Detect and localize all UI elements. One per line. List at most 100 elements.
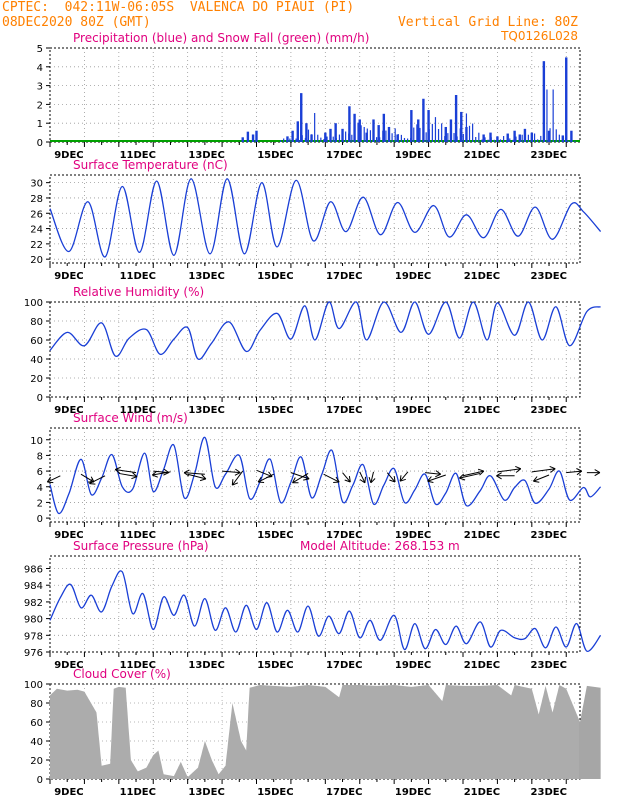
wind-vector-head (131, 472, 138, 480)
precip-bar (382, 113, 386, 142)
xtick-label-precip: 19DEC (395, 150, 431, 161)
precip-bar (456, 136, 458, 142)
precip-bar (441, 123, 443, 142)
xtick-label-cloud: 19DEC (395, 787, 431, 798)
wind-vector-head (183, 469, 190, 477)
wind-vector-head (399, 475, 406, 482)
ytick-label-wind: 0 (37, 514, 43, 525)
precip-bar (564, 137, 567, 142)
wind-vector (370, 471, 374, 483)
precip-bar (549, 128, 551, 142)
precip-bar (558, 134, 560, 142)
precip-bar (489, 132, 492, 142)
ytick-label-precip: 0 (37, 138, 43, 149)
precip-bar (481, 139, 483, 142)
precip-bar (334, 123, 337, 142)
wind-vector-head (257, 476, 265, 483)
precip-bar (496, 137, 499, 142)
panel-title-temp: Surface Temperature (nC) (73, 158, 228, 172)
precip-bar (314, 112, 316, 142)
precip-bar (351, 134, 353, 142)
xtick-label-cloud: 21DEC (464, 787, 500, 798)
precip-bar (246, 131, 250, 142)
panel-frame-wind (49, 427, 581, 523)
ytick-label-temp: 26 (30, 209, 43, 220)
xtick-label-wind: 9DEC (54, 530, 83, 541)
wind-vector-head (368, 476, 376, 484)
panel-title-precip: Precipitation (blue) and Snow Fall (gree… (73, 31, 369, 45)
xtick-label-pres: 19DEC (395, 660, 431, 671)
precip-bar (540, 135, 542, 142)
precip-bar (358, 119, 361, 142)
ytick-label-rh: 100 (24, 298, 43, 309)
precip-bar (335, 138, 337, 142)
panel-precip: Precipitation (blue) and Snow Fall (gree… (37, 31, 581, 161)
precip-bar (286, 136, 289, 142)
ytick-label-precip: 4 (37, 63, 43, 74)
precip-bar (472, 123, 474, 142)
precip-bar (385, 130, 387, 142)
precip-bar (291, 130, 294, 142)
wind-vector-head (389, 476, 396, 483)
wind-vector-head (359, 476, 366, 484)
wind-vector-head (477, 468, 485, 476)
xtick-label-pres: 11DEC (120, 660, 156, 671)
ytick-label-rh: 80 (30, 317, 43, 328)
header-grid-note: Vertical Grid Line: 80Z (397, 15, 578, 30)
wind-vector-head (89, 478, 96, 485)
ytick-label-cloud: 0 (37, 775, 43, 786)
precip-bar (292, 140, 294, 142)
wind-vector (89, 475, 106, 485)
wind-vector-head (231, 479, 239, 486)
precip-bar (413, 127, 415, 142)
wind-vector (256, 469, 273, 478)
precip-bar (552, 89, 554, 142)
precip-bar (509, 138, 511, 142)
precip-bar (499, 139, 502, 142)
ytick-label-cloud: 80 (30, 699, 43, 710)
xtick-label-precip: 9DEC (54, 150, 83, 161)
xtick-label-wind: 15DEC (257, 530, 293, 541)
precip-bar (484, 137, 486, 142)
precip-bar (518, 134, 521, 142)
xtick-label-pres: 13DEC (188, 660, 224, 671)
wind-vector (497, 468, 521, 473)
precip-bar (353, 113, 356, 142)
wind-vector-head (594, 469, 601, 477)
wind-vector (152, 471, 171, 476)
xtick-label-rh: 11DEC (120, 405, 156, 416)
wind-vector (47, 475, 61, 483)
precip-bar (323, 138, 325, 142)
precip-bar (475, 137, 477, 142)
ytick-label-pres: 978 (24, 631, 43, 642)
xtick-label-temp: 23DEC (531, 271, 567, 282)
xtick-label-rh: 19DEC (395, 405, 431, 416)
precip-bar (561, 135, 564, 142)
ytick-label-temp: 28 (30, 194, 43, 205)
wind-vector (459, 472, 481, 479)
wind-vector (187, 473, 206, 480)
xtick-label-rh: 23DEC (531, 405, 567, 416)
xtick-label-precip: 21DEC (464, 150, 500, 161)
precip-bar (506, 133, 509, 142)
ytick-label-pres: 976 (24, 648, 43, 659)
ytick-label-wind: 4 (37, 483, 43, 494)
precip-bar (366, 128, 368, 142)
precip-bar (482, 134, 485, 142)
panel-title-rh: Relative Humidity (%) (73, 285, 204, 299)
precip-bar (410, 137, 412, 142)
xtick-label-temp: 21DEC (464, 271, 500, 282)
precip-bar (574, 140, 576, 142)
ytick-label-rh: 60 (30, 336, 43, 347)
ytick-label-temp: 22 (30, 240, 43, 251)
xtick-label-temp: 11DEC (120, 271, 156, 282)
series-line-rh (49, 301, 601, 360)
precip-bar (300, 93, 303, 142)
precip-bar (530, 132, 534, 142)
ytick-label-temp: 30 (30, 179, 43, 190)
panel-pres: Surface Pressure (hPa) Model Altitude: 26… (24, 539, 602, 671)
precip-bar (341, 136, 344, 142)
xtick-label-cloud: 23DEC (531, 787, 567, 798)
wind-vector-head (459, 473, 466, 481)
